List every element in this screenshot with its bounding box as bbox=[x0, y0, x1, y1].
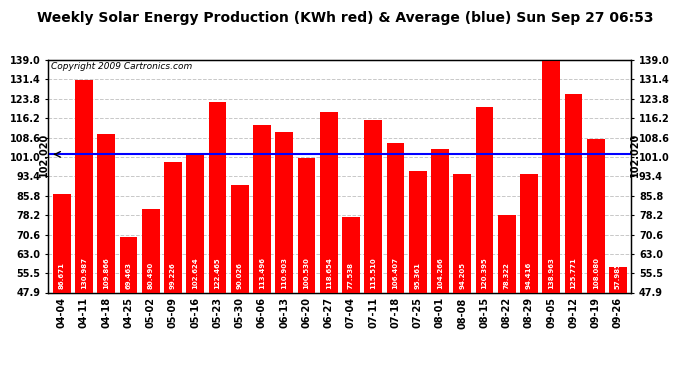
Text: 118.654: 118.654 bbox=[326, 257, 332, 289]
Text: 106.407: 106.407 bbox=[393, 256, 398, 289]
Text: 109.866: 109.866 bbox=[104, 257, 109, 289]
Bar bbox=[520, 174, 538, 292]
Text: 122.465: 122.465 bbox=[215, 257, 220, 289]
Text: 130.987: 130.987 bbox=[81, 256, 87, 289]
Bar bbox=[208, 102, 226, 292]
Bar bbox=[75, 81, 93, 292]
Bar bbox=[542, 60, 560, 292]
Bar bbox=[475, 108, 493, 292]
Text: 77.538: 77.538 bbox=[348, 262, 354, 289]
Bar bbox=[431, 148, 449, 292]
Bar bbox=[408, 171, 426, 292]
Bar bbox=[586, 139, 604, 292]
Text: 138.963: 138.963 bbox=[549, 257, 554, 289]
Bar bbox=[52, 194, 70, 292]
Bar bbox=[319, 112, 337, 292]
Text: Weekly Solar Energy Production (KWh red) & Average (blue) Sun Sep 27 06:53: Weekly Solar Energy Production (KWh red)… bbox=[37, 11, 653, 25]
Bar bbox=[564, 94, 582, 292]
Bar bbox=[141, 209, 159, 292]
Text: 110.903: 110.903 bbox=[282, 256, 287, 289]
Text: 94.416: 94.416 bbox=[526, 261, 532, 289]
Bar bbox=[275, 132, 293, 292]
Text: 95.361: 95.361 bbox=[415, 262, 421, 289]
Text: 102.020: 102.020 bbox=[630, 132, 640, 177]
Bar bbox=[164, 162, 182, 292]
Text: 113.496: 113.496 bbox=[259, 256, 265, 289]
Text: 78.322: 78.322 bbox=[504, 262, 510, 289]
Text: 120.395: 120.395 bbox=[482, 257, 487, 289]
Text: 102.020: 102.020 bbox=[39, 132, 50, 177]
Bar bbox=[497, 215, 515, 292]
Text: 90.026: 90.026 bbox=[237, 262, 243, 289]
Bar bbox=[609, 267, 627, 292]
Text: 57.985: 57.985 bbox=[615, 262, 621, 289]
Text: 108.080: 108.080 bbox=[593, 256, 599, 289]
Text: 69.463: 69.463 bbox=[126, 262, 131, 289]
Bar bbox=[453, 174, 471, 292]
Text: 102.624: 102.624 bbox=[193, 257, 198, 289]
Text: 80.490: 80.490 bbox=[148, 261, 154, 289]
Bar bbox=[230, 185, 248, 292]
Bar bbox=[386, 143, 404, 292]
Text: 125.771: 125.771 bbox=[571, 257, 576, 289]
Bar bbox=[97, 134, 115, 292]
Text: 100.530: 100.530 bbox=[304, 257, 309, 289]
Text: 115.510: 115.510 bbox=[371, 257, 376, 289]
Text: 99.226: 99.226 bbox=[170, 262, 176, 289]
Bar bbox=[186, 153, 204, 292]
Bar bbox=[253, 125, 271, 292]
Bar bbox=[297, 158, 315, 292]
Text: 86.671: 86.671 bbox=[59, 262, 65, 289]
Text: Copyright 2009 Cartronics.com: Copyright 2009 Cartronics.com bbox=[51, 62, 193, 71]
Text: 104.266: 104.266 bbox=[437, 257, 443, 289]
Bar bbox=[119, 237, 137, 292]
Text: 94.205: 94.205 bbox=[460, 262, 465, 289]
Bar bbox=[364, 120, 382, 292]
Bar bbox=[342, 217, 360, 292]
